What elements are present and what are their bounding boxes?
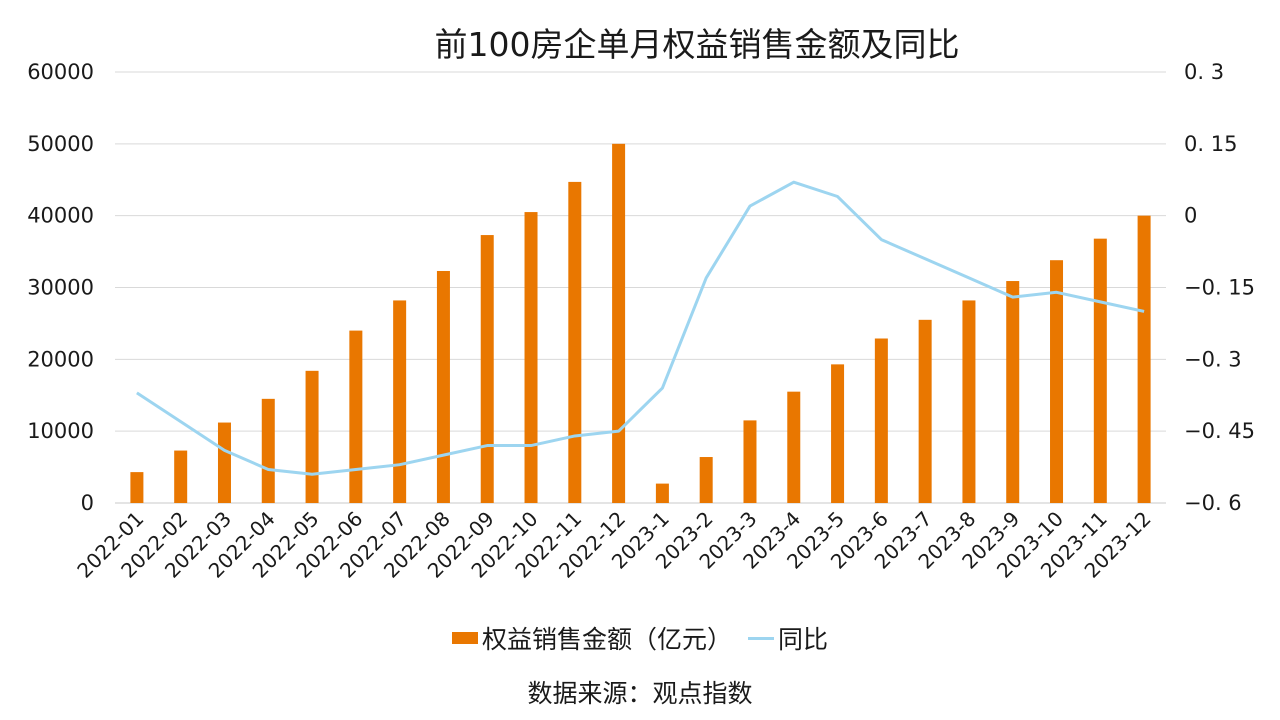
legend-line-swatch	[748, 636, 774, 640]
bar-2022-01	[130, 472, 144, 503]
bar-2023-1	[655, 483, 669, 503]
bar-2022-03	[217, 422, 231, 503]
left-tick-label: 40000	[27, 204, 94, 228]
left-axis-ticks: 60000 50000 40000 30000 20000 10000 0	[27, 60, 94, 515]
legend-item-bar: 权益销售金额（亿元）	[451, 620, 732, 656]
right-axis-ticks: 0. 3 0. 15 0 −0. 15 −0. 3 −0. 45 −0. 6	[1184, 60, 1255, 515]
source-note: 数据来源：观点指数	[527, 679, 753, 708]
line-series	[136, 180, 1145, 476]
bar-2022-11	[568, 181, 582, 503]
bar-2022-06	[349, 330, 363, 503]
bar-series	[130, 143, 1151, 504]
bar-2023-11	[1093, 238, 1107, 504]
bar-2022-10	[524, 212, 538, 503]
bar-2022-12	[612, 143, 626, 504]
left-tick-label: 60000	[27, 60, 94, 84]
bar-2023-7	[918, 319, 932, 503]
gridlines	[115, 71, 1166, 504]
bar-2023-10	[1050, 260, 1064, 503]
left-tick-label: 10000	[27, 419, 94, 443]
bar-2023-5	[831, 364, 845, 503]
legend-bar-swatch	[451, 632, 478, 644]
bar-2023-6	[874, 338, 888, 503]
left-tick-label: 0	[81, 491, 94, 515]
bar-2023-8	[962, 300, 976, 503]
right-tick-label: 0. 3	[1184, 60, 1224, 84]
left-tick-label: 50000	[27, 132, 94, 156]
right-tick-label: −0. 6	[1184, 491, 1242, 515]
bar-2022-04	[261, 398, 275, 503]
bar-2023-9	[1006, 281, 1020, 503]
bar-2022-05	[305, 370, 319, 503]
legend-item-line: 同比	[748, 620, 828, 656]
legend-line-label: 同比	[778, 625, 829, 654]
legend: 权益销售金额（亿元） 同比	[0, 620, 1280, 656]
left-tick-label: 30000	[27, 276, 94, 300]
legend-bar-label: 权益销售金额（亿元）	[481, 625, 732, 654]
bar-2023-12	[1137, 215, 1151, 503]
bar-2022-07	[393, 300, 407, 503]
bar-2023-4	[787, 391, 801, 503]
chart-title: 前100房企单月权益销售金额及同比	[434, 25, 960, 64]
bar-2022-09	[480, 235, 494, 504]
right-tick-label: −0. 3	[1184, 347, 1242, 371]
left-tick-label: 20000	[27, 347, 94, 371]
right-tick-label: 0. 15	[1184, 132, 1237, 156]
bar-2022-02	[174, 450, 188, 503]
x-axis-ticks: 2022-012022-022022-032022-042022-052022-…	[72, 507, 1155, 583]
right-tick-label: −0. 15	[1184, 276, 1255, 300]
bar-2023-2	[699, 457, 713, 503]
bar-2023-3	[743, 420, 757, 503]
right-tick-label: 0	[1184, 204, 1197, 228]
bar-2022-08	[436, 270, 450, 503]
yoy-line	[136, 180, 1145, 476]
right-tick-label: −0. 45	[1184, 419, 1255, 443]
